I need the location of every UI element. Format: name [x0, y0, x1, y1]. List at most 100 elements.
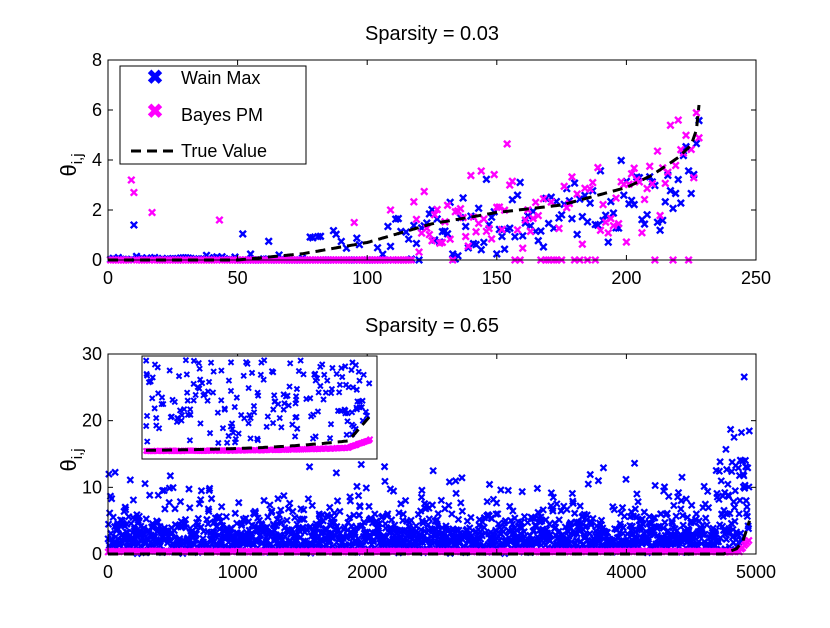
inset-wain-max-point	[186, 437, 194, 444]
wain-max-point	[653, 218, 662, 227]
wain-max-point	[672, 512, 680, 521]
inset-wain-max-point	[214, 409, 222, 416]
wain-max-point	[429, 466, 437, 475]
wain-max-point	[196, 495, 205, 504]
wain-max-point	[573, 230, 582, 239]
wain-max-point	[714, 537, 723, 546]
wain-max-point	[517, 518, 526, 527]
wain-max-point	[381, 477, 389, 486]
wain-max-point	[332, 230, 341, 239]
wain-max-point	[305, 463, 314, 471]
inset-wain-max-point	[186, 406, 194, 413]
bottom-xtick-label: 2000	[347, 562, 387, 582]
wain-max-point	[724, 492, 733, 501]
wain-max-point	[518, 231, 527, 240]
inset-wain-max-point	[250, 402, 258, 410]
wain-max-point	[380, 462, 389, 471]
inset-wain-max-point	[297, 357, 304, 364]
inset-wain-max-point	[272, 398, 279, 405]
inset-wain-max-point	[293, 385, 301, 393]
wain-max-point	[618, 503, 627, 512]
inset-wain-max-point	[235, 430, 242, 437]
wain-max-point	[452, 489, 460, 498]
inset-wain-max-point	[348, 409, 356, 416]
bayes-pm-point	[653, 147, 662, 156]
inset-wain-max-point	[187, 411, 194, 418]
bottom-xtick-label: 0	[103, 562, 113, 582]
wain-max-point	[192, 530, 201, 538]
wain-max-point	[407, 516, 415, 525]
wain-max-point	[534, 508, 542, 517]
wain-max-point	[217, 502, 226, 511]
bayes-pm-point	[425, 230, 434, 239]
inset-wain-max-point	[152, 414, 160, 422]
bayes-pm-point	[671, 161, 680, 170]
inset-wain-max-point	[219, 424, 227, 432]
bayes-pm-point	[433, 205, 442, 214]
inset-wain-max-point	[264, 413, 272, 420]
wain-max-point	[492, 499, 501, 507]
bayes-pm-point	[427, 236, 437, 245]
wain-max-point	[351, 528, 359, 537]
bayes-pm-point	[604, 228, 613, 237]
wain-max-point	[743, 503, 751, 511]
inset-wain-max-point	[196, 376, 204, 383]
wain-max-point	[433, 522, 442, 530]
inset-wain-max-point	[166, 367, 173, 374]
wain-max-point	[251, 509, 260, 517]
inset-wain-max-point	[349, 384, 357, 391]
wain-max-point	[734, 464, 743, 472]
inset-wain-max-point	[270, 406, 277, 413]
inset-wain-max-point	[225, 432, 232, 440]
inset-wain-max-point	[306, 395, 314, 402]
wain-max-point	[692, 139, 701, 148]
wain-max-point	[304, 495, 313, 503]
wain-max-point	[678, 511, 687, 520]
wain-max-point	[383, 510, 392, 518]
inset-wain-max-point	[242, 359, 250, 366]
wain-max-point	[126, 476, 135, 484]
wain-max-point	[703, 487, 712, 496]
wain-max-point	[316, 232, 325, 241]
bayes-pm-point	[588, 178, 597, 187]
inset-wain-max-point	[292, 393, 300, 400]
inset-wain-max-point	[209, 389, 217, 396]
inset-wain-max-point	[338, 364, 345, 372]
wain-max-point	[444, 501, 453, 510]
wain-max-point	[373, 243, 382, 252]
bayes-pm-point	[627, 169, 636, 178]
inset-bayes-pm-point	[366, 435, 374, 443]
inset-wain-max-point	[176, 407, 184, 414]
wain-max-point	[145, 491, 154, 499]
wain-max-point	[234, 498, 243, 507]
top-chart-title: Sparsity = 0.03	[365, 23, 499, 45]
inset-wain-max-point	[320, 396, 327, 403]
wain-max-point	[333, 497, 342, 505]
wain-max-point	[504, 486, 512, 495]
wain-max-point	[156, 541, 165, 550]
wain-max-point	[737, 428, 746, 437]
wain-max-point	[744, 524, 753, 533]
wain-max-point	[254, 536, 262, 545]
wain-max-point	[154, 518, 162, 527]
wain-max-point	[434, 509, 442, 518]
wain-max-point	[671, 189, 680, 198]
wain-max-point	[231, 509, 240, 518]
inset-wain-max-point	[205, 378, 213, 386]
wain-max-point	[483, 497, 491, 506]
wain-max-point	[479, 238, 488, 247]
bayes-pm-point	[694, 133, 704, 142]
wain-max-point	[731, 486, 740, 495]
inset-wain-max-point	[317, 363, 324, 371]
wain-max-point	[129, 496, 138, 504]
inset-wain-max-point	[200, 392, 207, 399]
wain-max-point	[599, 464, 608, 472]
bayes-pm-point	[745, 536, 753, 545]
wain-max-point	[539, 506, 547, 514]
inset-wain-max-point	[250, 409, 258, 416]
wain-max-point	[692, 510, 701, 518]
bayes-pm-point	[503, 139, 512, 148]
inset-wain-max-point	[245, 420, 252, 427]
wain-max-point	[745, 427, 754, 435]
bayes-pm-point	[661, 179, 670, 188]
